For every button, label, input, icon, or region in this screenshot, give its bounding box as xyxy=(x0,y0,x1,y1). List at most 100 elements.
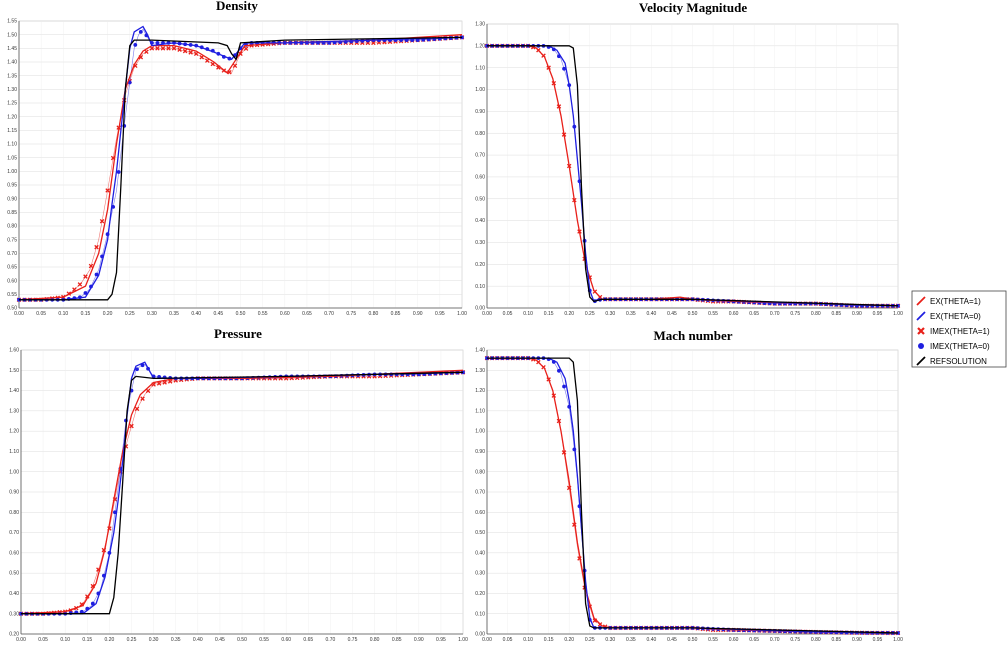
x-tick-label: 0.05 xyxy=(36,311,46,317)
x-tick-label: 0.45 xyxy=(667,311,677,317)
y-tick-label: 1.25 xyxy=(7,101,17,107)
x-tick-label: 0.20 xyxy=(564,637,574,643)
x-tick-label: 0.45 xyxy=(215,637,225,643)
x-tick-label: 0.85 xyxy=(831,637,841,643)
x-tick-label: 0.40 xyxy=(647,637,657,643)
y-tick-label: 0.90 xyxy=(475,449,485,455)
blue-dot-marker-icon xyxy=(918,343,924,349)
x-tick-label: 0.65 xyxy=(749,637,759,643)
y-tick-label: 0.80 xyxy=(7,224,17,230)
x-tick-label: 0.05 xyxy=(503,637,513,643)
y-tick-label: 0.75 xyxy=(7,237,17,243)
y-tick-label: 1.30 xyxy=(9,408,19,414)
legend-label: EX(THETA=1) xyxy=(930,297,981,306)
x-tick-label: 0.70 xyxy=(770,311,780,317)
y-tick-label: 0.50 xyxy=(475,530,485,536)
y-tick-label: 1.55 xyxy=(7,19,17,25)
x-tick-label: 0.60 xyxy=(281,637,291,643)
x-tick-label: 0.70 xyxy=(324,311,334,317)
x-tick-label: 0.75 xyxy=(348,637,358,643)
y-tick-label: 0.40 xyxy=(9,591,19,597)
chart-title: Velocity Magnitude xyxy=(639,0,747,15)
x-tick-label: 0.60 xyxy=(280,311,290,317)
y-tick-label: 0.70 xyxy=(9,530,19,536)
y-tick-label: 1.20 xyxy=(7,114,17,120)
legend-label: REFSOLUTION xyxy=(930,357,987,366)
x-tick-label: 0.55 xyxy=(259,637,269,643)
x-tick-label: 1.00 xyxy=(893,637,903,643)
chart-title: Pressure xyxy=(214,326,262,341)
y-tick-label: 0.40 xyxy=(475,218,485,224)
x-tick-label: 0.50 xyxy=(688,311,698,317)
y-tick-label: 0.30 xyxy=(475,240,485,246)
y-tick-label: 1.35 xyxy=(7,73,17,79)
y-tick-label: 0.95 xyxy=(7,183,17,189)
y-tick-label: 1.50 xyxy=(9,368,19,374)
x-tick-label: 0.10 xyxy=(60,637,70,643)
chart-title: Density xyxy=(216,0,258,13)
y-tick-label: 0.55 xyxy=(7,292,17,298)
y-tick-label: 1.00 xyxy=(475,87,485,93)
y-tick-label: 0.80 xyxy=(475,131,485,137)
x-tick-label: 0.80 xyxy=(369,311,379,317)
x-tick-label: 0.90 xyxy=(852,311,862,317)
x-tick-label: 0.95 xyxy=(436,637,446,643)
x-tick-label: 0.65 xyxy=(302,311,312,317)
x-tick-label: 0.85 xyxy=(392,637,402,643)
chart-density: Density 0.00 0.05 0.10 0.15 0.20 0.25 0.30 0.35 0… xyxy=(7,0,467,317)
x-tick-label: 0.95 xyxy=(873,637,883,643)
x-tick-label: 0.80 xyxy=(811,311,821,317)
y-tick-label: 0.90 xyxy=(9,490,19,496)
chart-pressure: Pressure0.00 0.05 0.10 0.15 0.20 0.25 0.30 0.35… xyxy=(9,326,468,643)
x-tick-label: 0.50 xyxy=(237,637,247,643)
y-tick-label: 0.30 xyxy=(9,611,19,617)
x-tick-label: 0.10 xyxy=(523,637,533,643)
x-tick-label: 0.10 xyxy=(58,311,68,317)
y-tick-label: 1.00 xyxy=(7,169,17,175)
x-tick-label: 0.30 xyxy=(605,637,615,643)
x-tick-label: 0.35 xyxy=(171,637,181,643)
chart-mach-number: Mach number0.00 0.05 0.10 0.15 0.20 0.25 0.30 0… xyxy=(475,328,903,643)
y-tick-label: 0.50 xyxy=(7,306,17,312)
y-tick-label: 1.10 xyxy=(9,449,19,455)
x-tick-label: 0.75 xyxy=(346,311,356,317)
y-tick-label: 1.40 xyxy=(9,388,19,394)
y-tick-label: 0.80 xyxy=(475,469,485,475)
x-tick-label: 1.00 xyxy=(893,311,903,317)
y-tick-label: 0.10 xyxy=(475,284,485,290)
x-tick-label: 0.40 xyxy=(191,311,201,317)
y-tick-label: 0.30 xyxy=(475,571,485,577)
legend-label: IMEX(THETA=1) xyxy=(930,327,990,336)
chart-title: Mach number xyxy=(653,328,732,343)
y-tick-label: 1.10 xyxy=(475,408,485,414)
x-tick-label: 0.20 xyxy=(103,311,113,317)
legend-label: IMEX(THETA=0) xyxy=(930,342,990,351)
x-tick-label: 0.75 xyxy=(790,637,800,643)
x-tick-label: 0.35 xyxy=(626,311,636,317)
x-tick-label: 0.00 xyxy=(482,311,492,317)
y-tick-label: 1.10 xyxy=(7,142,17,148)
x-tick-label: 0.00 xyxy=(16,637,26,643)
y-tick-label: 1.15 xyxy=(7,128,17,134)
x-tick-label: 0.20 xyxy=(564,311,574,317)
legend: EX(THETA=1)EX(THETA=0)IMEX(THETA=1)IMEX(… xyxy=(912,291,1006,367)
y-tick-label: 0.85 xyxy=(7,210,17,216)
x-tick-label: 0.70 xyxy=(326,637,336,643)
y-tick-label: 1.20 xyxy=(9,429,19,435)
y-tick-label: 1.30 xyxy=(7,87,17,93)
x-tick-label: 0.00 xyxy=(14,311,24,317)
y-tick-label: 0.70 xyxy=(475,490,485,496)
y-tick-label: 1.00 xyxy=(9,469,19,475)
y-tick-label: 0.20 xyxy=(475,262,485,268)
x-tick-label: 0.30 xyxy=(147,311,157,317)
x-tick-label: 0.30 xyxy=(149,637,159,643)
x-tick-label: 0.20 xyxy=(105,637,115,643)
y-tick-label: 0.90 xyxy=(475,109,485,115)
y-tick-label: 1.50 xyxy=(7,32,17,38)
x-tick-label: 0.25 xyxy=(585,637,595,643)
y-tick-label: 1.05 xyxy=(7,155,17,161)
x-tick-label: 0.55 xyxy=(708,637,718,643)
y-tick-label: 0.70 xyxy=(7,251,17,257)
y-tick-label: 0.60 xyxy=(475,510,485,516)
